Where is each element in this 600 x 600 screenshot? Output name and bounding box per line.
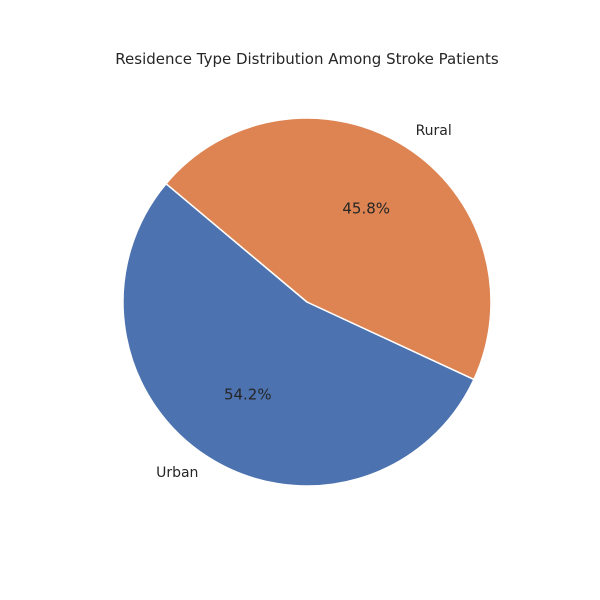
slice-label-rural: Rural [416, 123, 452, 139]
slice-label-urban: Urban [156, 465, 198, 481]
chart-title: Residence Type Distribution Among Stroke… [115, 50, 499, 68]
slice-percent-urban: 54.2% [224, 386, 272, 404]
pie-slice-rural [165, 117, 492, 381]
pie-slice-urban [122, 182, 475, 487]
pie-labels: Urban 54.2% Rural 45.8% [156, 123, 452, 481]
slice-percent-rural: 45.8% [342, 199, 390, 217]
pie-slices [122, 117, 492, 487]
